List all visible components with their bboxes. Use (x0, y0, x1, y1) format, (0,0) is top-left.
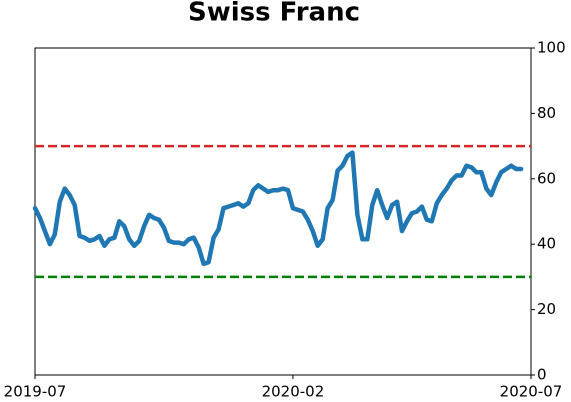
x-tick-label: 2020-02 (262, 383, 325, 401)
x-tick-label: 2020-07 (500, 383, 563, 401)
y-tick-label: 80 (537, 104, 556, 122)
y-tick-label: 40 (537, 235, 556, 253)
y-tick-label: 60 (537, 169, 556, 187)
y-tick-label: 0 (537, 366, 547, 384)
data-line (32, 150, 524, 267)
y-tick-label: 20 (537, 300, 556, 318)
x-tick-label: 2019-07 (4, 383, 67, 401)
y-tick-label: 100 (537, 39, 566, 57)
plot-frame (34, 47, 532, 376)
chart-title: Swiss Franc (188, 0, 360, 28)
